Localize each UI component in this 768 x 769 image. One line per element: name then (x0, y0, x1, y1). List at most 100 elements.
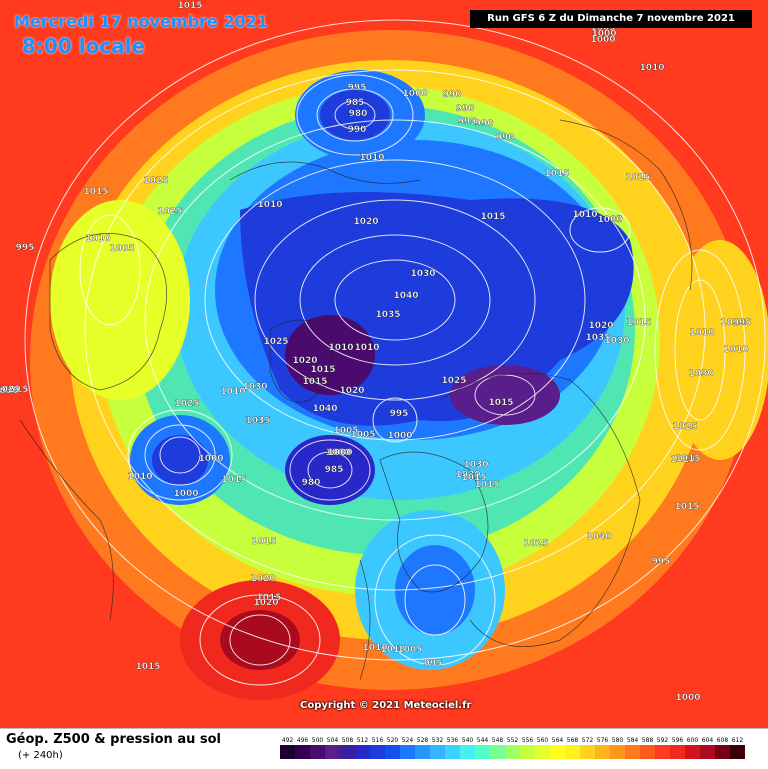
pressure-label: 1010 (689, 328, 714, 338)
scale-swatch (340, 745, 355, 759)
scale-swatch (535, 745, 550, 759)
pressure-label: 1025 (625, 173, 650, 183)
pressure-label: 1040 (586, 532, 611, 542)
pressure-label: 1010 (328, 343, 353, 353)
scale-swatch (400, 745, 415, 759)
pressure-label: 1010 (257, 200, 282, 210)
pressure-label: 1000 (402, 89, 427, 99)
pressure-label: 1040 (393, 291, 418, 301)
pressure-label: 1015 (3, 385, 28, 395)
scale-swatch (325, 745, 340, 759)
pressure-label: 1000 (173, 489, 198, 499)
scale-label: 492 (282, 737, 294, 744)
scale-swatch (655, 745, 670, 759)
pressure-label: 990 (475, 119, 494, 129)
pressure-label: 1010 (380, 645, 405, 655)
pressure-label: 990 (496, 133, 515, 143)
scale-label: 576 (597, 737, 609, 744)
pressure-label: 1015 (461, 473, 486, 483)
isobars (24, 19, 766, 686)
trough-purple-1 (285, 315, 375, 395)
copyright: Copyright © 2021 Meteociel.fr (300, 700, 472, 711)
scale-label: 524 (402, 737, 414, 744)
pressure-label: 1010 (354, 343, 379, 353)
pressure-label: 985 (346, 98, 365, 108)
pressure-label: 1015 (256, 593, 281, 603)
pressure-label: 995 (424, 659, 443, 669)
scale-swatch (610, 745, 625, 759)
scale-swatch (505, 745, 520, 759)
pressure-label: 1030 (455, 470, 480, 480)
pressure-label: 1015 (674, 502, 699, 512)
scale-swatch (670, 745, 685, 759)
scale-swatch (445, 745, 460, 759)
scale-swatch (310, 745, 325, 759)
pressure-label: 1030 (0, 386, 21, 396)
scale-label: 528 (417, 737, 429, 744)
pressure-label: 1025 (174, 399, 199, 409)
pressure-label: 1015 (474, 480, 499, 490)
scale-label: 548 (492, 737, 504, 744)
pressure-label: 1020 (588, 321, 613, 331)
scale-label: 540 (462, 737, 474, 744)
pressure-label: 1010 (723, 345, 748, 355)
scale-label: 568 (567, 737, 579, 744)
pressure-label: 1005 (350, 430, 375, 440)
scale-label: 500 (312, 737, 324, 744)
pressure-label: 995 (458, 117, 477, 127)
low-pacific-core (320, 90, 390, 140)
scale-label: 592 (657, 737, 669, 744)
scale-label: 572 (582, 737, 594, 744)
scale-swatch (580, 745, 595, 759)
trough-blue-3 (285, 435, 375, 505)
pressure-label: 1005 (397, 645, 422, 655)
scale-swatch (715, 745, 730, 759)
pressure-label: 1020 (353, 217, 378, 227)
pressure-label: 1035 (375, 310, 400, 320)
pressure-label: 1005 (333, 426, 358, 436)
pressure-label: 1020 (253, 598, 278, 608)
scale-swatch (520, 745, 535, 759)
ridge-east (670, 240, 768, 460)
pressure-label: 1025 (523, 539, 548, 549)
scale-swatch (280, 745, 295, 759)
scale-swatch (430, 745, 445, 759)
pressure-label: 995 (390, 409, 409, 419)
pressure-label: 1015 (480, 212, 505, 222)
scale-label: 544 (477, 737, 489, 744)
pressure-label: 1010 (639, 63, 664, 73)
pressure-label: 1015 (544, 169, 569, 179)
scale-label: 532 (432, 737, 444, 744)
scale-swatch (565, 745, 580, 759)
pressure-label: 1000 (327, 448, 352, 458)
scale-swatch (625, 745, 640, 759)
legend-subtitle: (+ 240h) (18, 750, 63, 761)
pressure-label: 1015 (135, 662, 160, 672)
pressure-label: 980 (302, 478, 321, 488)
low-atlantic-core (152, 435, 208, 485)
scale-swatch (370, 745, 385, 759)
pressure-label: 1000 (198, 454, 223, 464)
scale-swatch (685, 745, 700, 759)
scale-label: 552 (507, 737, 519, 744)
scale-label: 496 (297, 737, 309, 744)
forecast-date: Mercredi 17 novembre 2021 (14, 12, 268, 31)
pressure-label: 1000 (325, 448, 350, 458)
pressure-label: 1015 (675, 454, 700, 464)
pressure-label: 1005 (590, 23, 615, 33)
pressure-label: 1000 (597, 215, 622, 225)
pressure-label: 985 (325, 465, 344, 475)
scale-label: 536 (447, 737, 459, 744)
pressure-label: 1010 (639, 63, 664, 73)
scale-swatch (355, 745, 370, 759)
scale-label: 608 (717, 737, 729, 744)
pressure-label: 980 (349, 109, 368, 119)
pressure-label: 1015 (488, 398, 513, 408)
scale-label: 516 (372, 737, 384, 744)
pressure-label: 990 (348, 125, 367, 135)
run-info: Run GFS 6 Z du Dimanche 7 novembre 2021 (470, 10, 752, 28)
trough-europe-core (395, 545, 475, 635)
scale-swatch (415, 745, 430, 759)
scale-swatch (490, 745, 505, 759)
pressure-label: 1015 (245, 416, 270, 426)
